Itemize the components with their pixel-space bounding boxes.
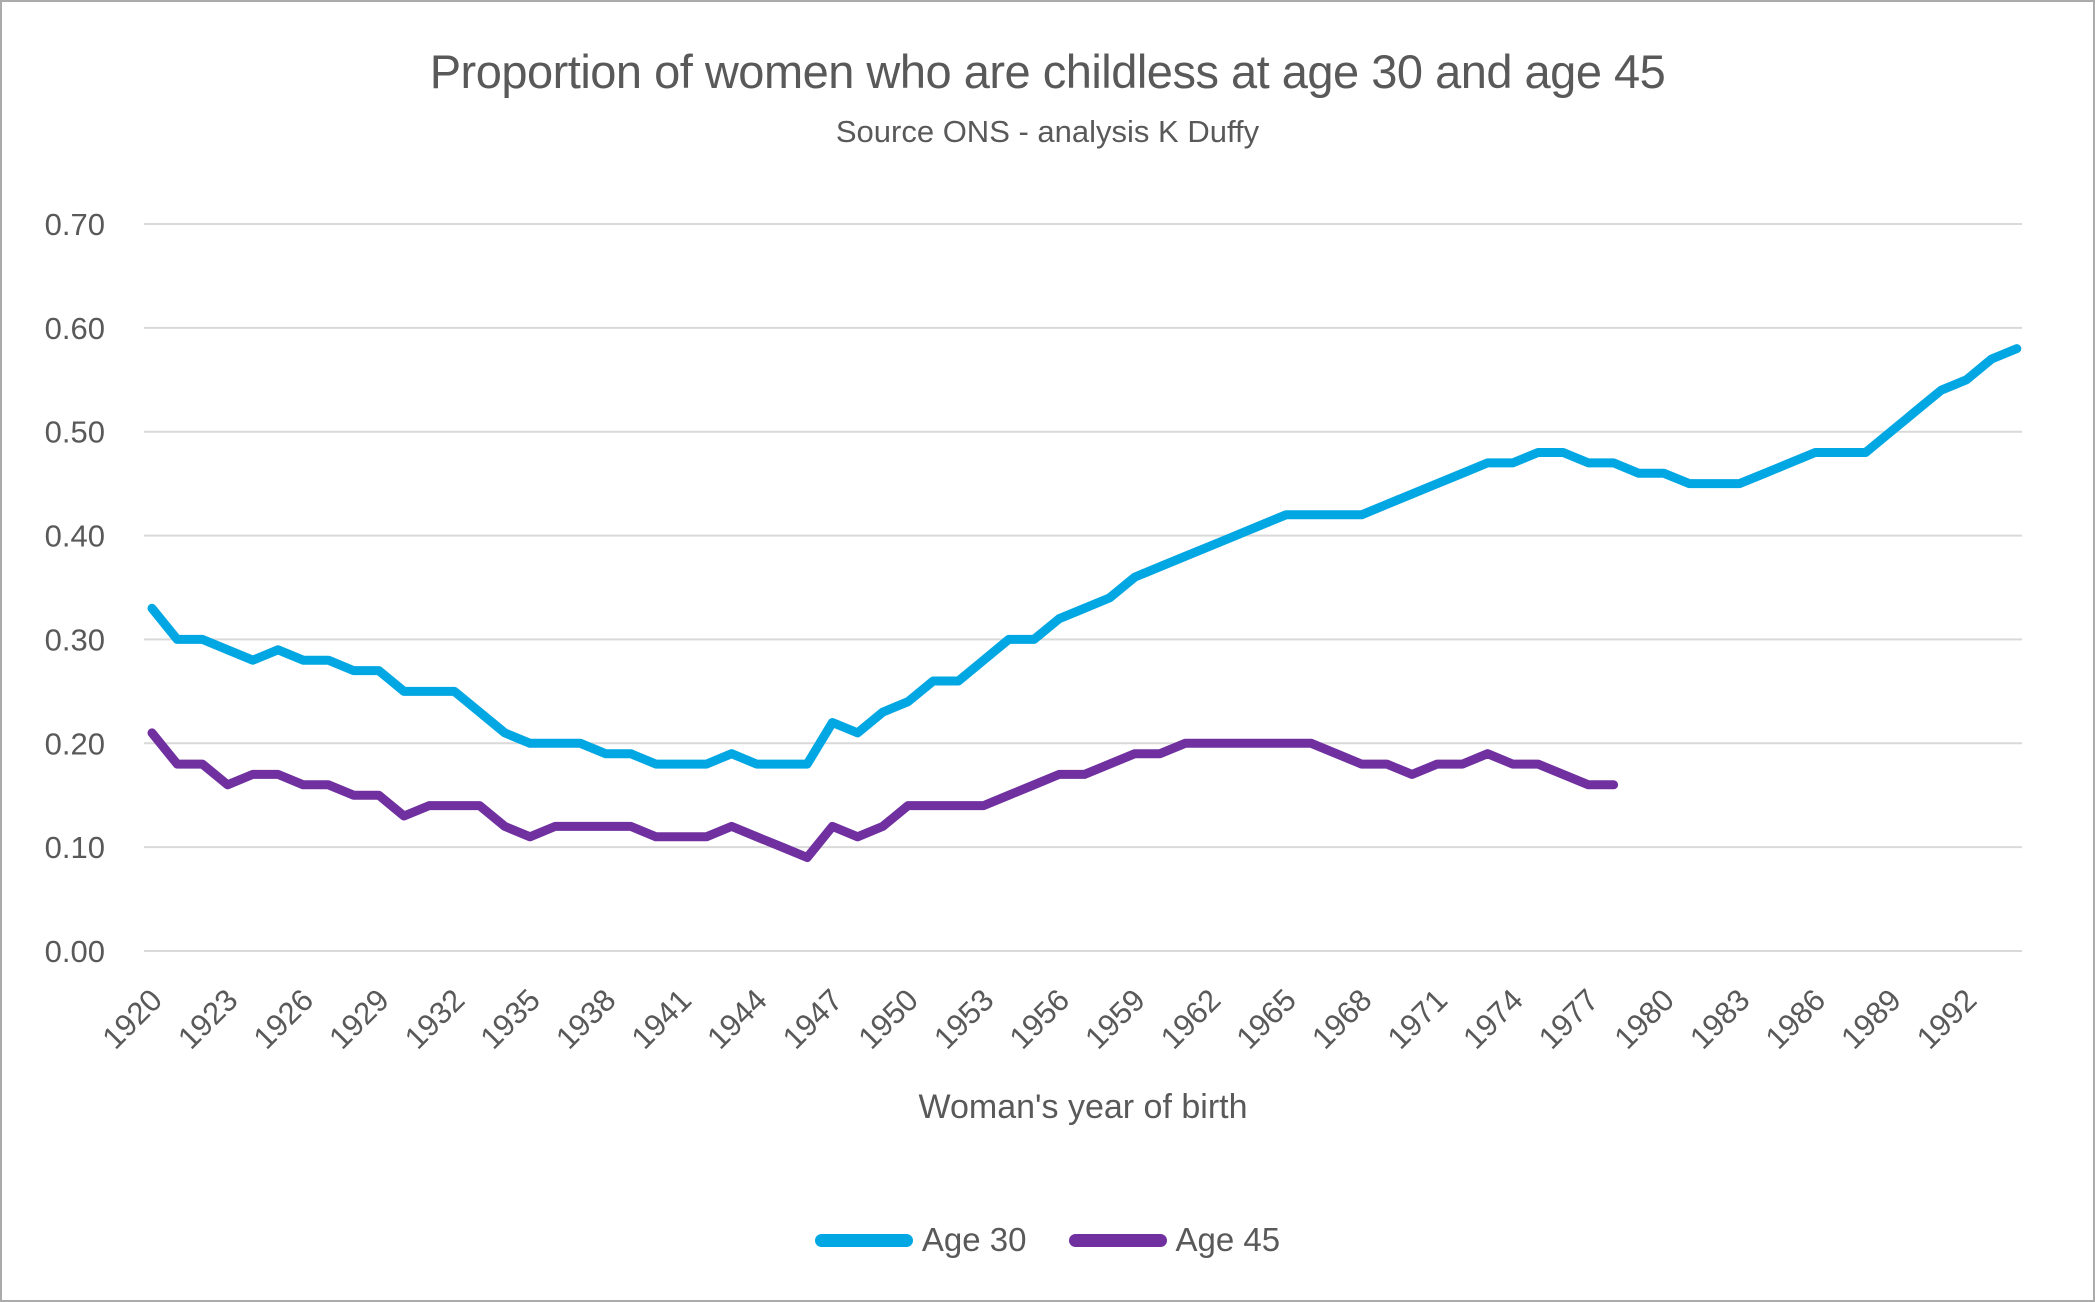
chart-subtitle: Source ONS - analysis K Duffy xyxy=(835,114,1260,149)
x-tick-label: 1938 xyxy=(549,982,623,1056)
x-tick-label: 1923 xyxy=(171,982,245,1056)
x-tick-label: 1980 xyxy=(1607,982,1681,1056)
series-line-age-45 xyxy=(147,728,1619,862)
x-tick-label: 1950 xyxy=(851,982,925,1056)
legend-swatch-age-45 xyxy=(1068,1233,1167,1247)
legend-item-age-45: Age 45 xyxy=(1068,1221,1281,1259)
y-tick-label: 0.20 xyxy=(45,726,105,761)
chart-title: Proportion of women who are childless at… xyxy=(429,45,1666,98)
x-tick-label: 1968 xyxy=(1305,982,1379,1056)
series-line-age-30 xyxy=(147,344,2022,769)
x-tick-label: 1986 xyxy=(1759,982,1833,1056)
x-tick-label: 1959 xyxy=(1078,982,1152,1056)
x-tick-label: 1953 xyxy=(927,982,1001,1056)
x-tick-label: 1983 xyxy=(1683,982,1757,1056)
x-tick-label: 1971 xyxy=(1381,982,1455,1056)
y-tick-label: 0.00 xyxy=(45,934,105,969)
x-tick-label: 1941 xyxy=(625,982,699,1056)
x-tick-label: 1944 xyxy=(700,982,774,1056)
x-tick-label: 1932 xyxy=(398,982,472,1056)
x-axis-title: Woman's year of birth xyxy=(918,1088,1248,1126)
legend-swatch-age-30 xyxy=(814,1233,913,1247)
x-tick-label: 1947 xyxy=(776,982,850,1056)
x-tick-label: 1956 xyxy=(1003,982,1077,1056)
x-tick-label: 1929 xyxy=(322,982,396,1056)
x-tick-label: 1935 xyxy=(473,982,547,1056)
y-tick-label: 0.30 xyxy=(45,622,105,657)
legend: Age 30 Age 45 xyxy=(2,1214,2093,1266)
legend-label-age-45: Age 45 xyxy=(1175,1221,1281,1258)
y-tick-label: 0.40 xyxy=(45,519,105,554)
x-tick-label: 1989 xyxy=(1834,982,1908,1056)
legend-item-age-30: Age 30 xyxy=(814,1221,1027,1259)
x-tick-label: 1992 xyxy=(1910,982,1984,1056)
x-tick-label: 1926 xyxy=(247,982,321,1056)
y-tick-label: 0.50 xyxy=(45,415,105,450)
x-tick-label: 1974 xyxy=(1456,982,1530,1056)
x-tick-label: 1977 xyxy=(1532,982,1606,1056)
y-tick-label: 0.60 xyxy=(45,311,105,346)
legend-label-age-30: Age 30 xyxy=(921,1221,1027,1258)
x-tick-label: 1962 xyxy=(1154,982,1228,1056)
y-tick-label: 0.10 xyxy=(45,830,105,865)
x-tick-label: 1965 xyxy=(1229,982,1303,1056)
x-tick-label: 1920 xyxy=(95,982,169,1056)
y-tick-label: 0.70 xyxy=(45,207,105,242)
